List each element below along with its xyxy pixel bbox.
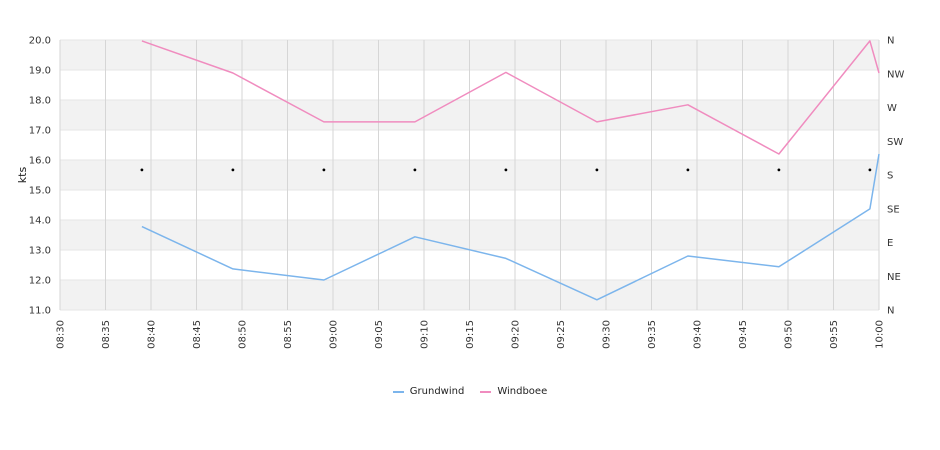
x-tick-label: 09:50 (784, 320, 795, 349)
direction-marker (595, 168, 599, 172)
direction-marker (504, 168, 508, 172)
x-tick-label: 09:20 (511, 320, 522, 349)
x-tick-label: 09:30 (602, 320, 613, 349)
direction-marker (140, 168, 144, 172)
x-tick-label: 10:00 (875, 320, 886, 349)
x-tick-label: 09:05 (374, 320, 385, 349)
x-tick-label: 09:25 (556, 320, 567, 349)
y-tick-label: 20.0 (29, 36, 51, 47)
direction-marker (868, 168, 872, 172)
y2-tick-label: NW (887, 69, 904, 80)
series-line-grundwind (141, 153, 880, 301)
x-tick-label: 09:40 (693, 320, 704, 349)
y2-tick-label: S (887, 171, 893, 182)
direction-marker (231, 168, 235, 172)
y2-tick-label: SW (887, 137, 903, 148)
y-tick-label: 11.0 (29, 306, 51, 317)
x-tick-label: 08:50 (238, 320, 249, 349)
y-tick-label: 14.0 (29, 216, 51, 227)
x-tick-label: 08:35 (101, 320, 112, 349)
y-axis-label: kts (16, 167, 29, 184)
y2-tick-label: E (887, 238, 893, 249)
legend-label-grundwind: Grundwind (409, 386, 465, 397)
x-tick-label: 09:00 (329, 320, 340, 349)
legend-swatch-grundwind (392, 390, 404, 393)
x-tick-label: 08:30 (56, 320, 67, 349)
x-tick-label: 09:10 (420, 320, 431, 349)
y-tick-label: 17.0 (29, 126, 51, 137)
x-tick-label: 09:55 (829, 320, 840, 349)
y-tick-label: 18.0 (29, 96, 51, 107)
x-tick-label: 09:45 (738, 320, 749, 349)
x-tick-label: 09:35 (647, 320, 658, 349)
x-tick-label: 08:45 (192, 320, 203, 349)
y-tick-label: 13.0 (29, 246, 51, 257)
y-tick-label: 16.0 (29, 156, 51, 167)
y2-tick-label: W (887, 103, 897, 114)
series-line-windboee (141, 40, 880, 155)
legend-label-windboee: Windboee (497, 386, 548, 397)
y2-tick-label: NE (887, 272, 901, 283)
direction-marker (686, 168, 690, 172)
direction-marker (413, 168, 417, 172)
y2-tick-label: SE (887, 204, 900, 215)
y-tick-label: 19.0 (29, 66, 51, 77)
y2-tick-label: N (887, 306, 894, 317)
y-tick-label: 12.0 (29, 276, 51, 287)
x-tick-label: 08:40 (147, 320, 158, 349)
x-tick-label: 08:55 (283, 320, 294, 349)
legend-swatch-windboee (480, 390, 492, 393)
direction-marker (777, 168, 781, 172)
legend-item-grundwind[interactable]: Grundwind (392, 386, 465, 397)
direction-marker (322, 168, 326, 172)
legend-item-windboee[interactable]: Windboee (480, 386, 547, 397)
y2-tick-label: N (887, 36, 894, 47)
x-tick-label: 09:15 (465, 320, 476, 349)
chart-legend: Grundwind Windboee (0, 386, 940, 397)
y-tick-label: 15.0 (29, 186, 51, 197)
